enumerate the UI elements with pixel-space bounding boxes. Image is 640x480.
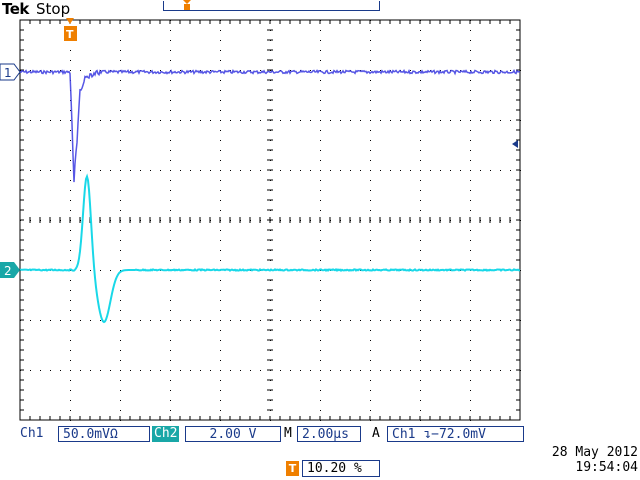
ch1-scale[interactable]: 50.0mVΩ xyxy=(58,426,150,442)
trigger-source: Ch1 xyxy=(392,427,416,442)
trigger-readout[interactable]: Ch1 ↴−72.0mV xyxy=(387,426,524,442)
timebase-label: M xyxy=(284,426,292,441)
acquisition-state: Stop xyxy=(36,0,71,18)
svg-text:1: 1 xyxy=(4,66,12,80)
svg-text:2: 2 xyxy=(4,264,12,278)
time: 19:54:04 xyxy=(575,460,638,475)
status-bar: Ch1 50.0mVΩ Ch2 2.00 V M 2.00µs A Ch1 ↴−… xyxy=(0,426,640,444)
ch2-label[interactable]: Ch2 xyxy=(152,426,180,442)
record-trigger-icon xyxy=(183,0,191,10)
ch2-marker[interactable]: 2 xyxy=(0,262,20,278)
timestamp: 28 May 2012 19:54:04 xyxy=(552,445,638,475)
trigger-level-arrow-icon xyxy=(512,140,518,148)
svg-text:T: T xyxy=(66,28,74,41)
ch2-waveform xyxy=(19,173,521,324)
trigger-mode: A xyxy=(372,426,380,441)
date: 28 May 2012 xyxy=(551,445,638,460)
graticule-grid xyxy=(19,19,521,421)
record-length-bar xyxy=(163,1,380,11)
trigger-position-icon: T xyxy=(286,461,299,476)
ch1-marker[interactable]: 1 xyxy=(0,63,21,81)
ch1-label[interactable]: Ch1 xyxy=(20,426,44,441)
ch1-waveform xyxy=(19,68,521,183)
timebase-value[interactable]: 2.00µs xyxy=(297,426,361,442)
trigger-level: ↴−72.0mV xyxy=(423,427,486,442)
ch2-scale[interactable]: 2.00 V xyxy=(185,426,281,442)
trigger-position-marker[interactable]: T xyxy=(64,18,77,41)
trigger-position-readout[interactable]: 10.20 % xyxy=(302,460,380,477)
brand-logo: Tek xyxy=(2,0,29,18)
